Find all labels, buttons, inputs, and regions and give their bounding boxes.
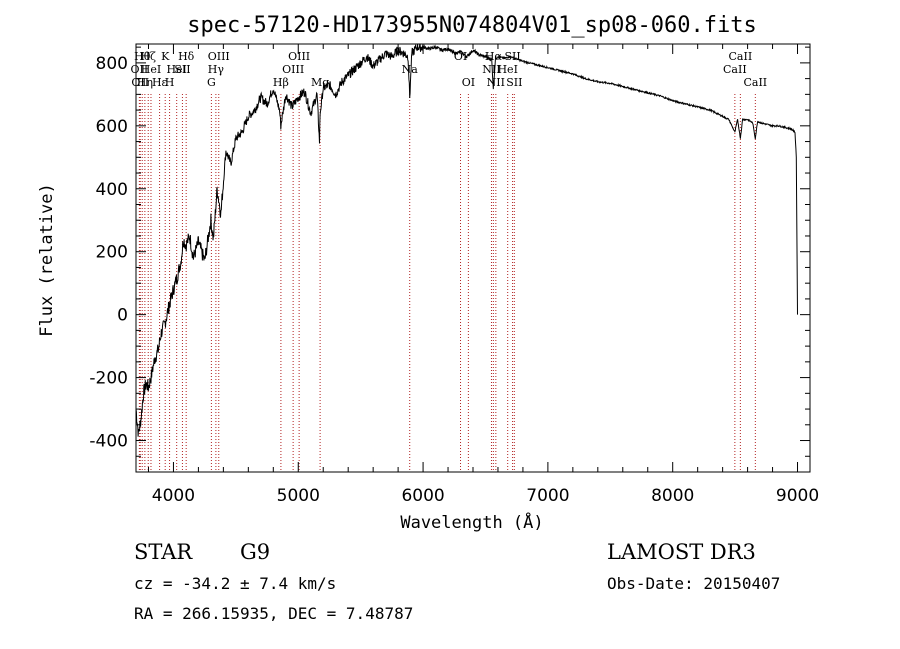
line-marker-label: CaII <box>743 76 767 89</box>
y-tick-label: 400 <box>96 180 128 200</box>
line-marker-label: SII <box>506 76 522 89</box>
line-marker-label: OIII <box>208 50 230 63</box>
line-marker-label: H <box>165 76 175 89</box>
line-markers <box>138 94 756 472</box>
object-class: STAR <box>134 540 193 564</box>
line-marker-label: Hθ <box>134 50 151 63</box>
spectrum-line <box>135 43 798 437</box>
line-marker-label: Hβ <box>273 76 289 89</box>
y-tick-label: 600 <box>96 117 128 137</box>
x-axis-label: Wavelength (Å) <box>400 511 543 533</box>
line-marker-label: SII <box>174 63 190 76</box>
x-tick-label: 9000 <box>776 486 819 506</box>
line-marker-label: HeI <box>497 63 517 76</box>
line-marker-label: Hζ <box>140 50 156 63</box>
line-marker-label: HeI <box>141 63 161 76</box>
line-marker-label: OI <box>462 76 475 89</box>
line-marker-label: G <box>207 76 216 89</box>
line-marker-label: Hε <box>152 76 168 89</box>
observation-date: Obs-Date: 20150407 <box>607 574 781 593</box>
y-tick-label: 200 <box>96 243 128 263</box>
x-tick-label: 4000 <box>152 486 195 506</box>
survey-name: LAMOST DR3 <box>607 540 756 564</box>
object-subclass: G9 <box>240 540 271 564</box>
redshift-velocity: cz = -34.2 ± 7.4 km/s <box>134 574 337 593</box>
y-tick-label: 800 <box>96 54 128 74</box>
line-marker-label: CaII <box>729 50 753 63</box>
line-marker-label: OII <box>131 63 149 76</box>
line-marker-labels: OIIOIIHθHηHζHeIHεKHHeISIIHδGHγOIIIHβOIII… <box>131 50 768 89</box>
y-axis-label: Flux (relative) <box>37 183 57 337</box>
line-marker-label: NII <box>482 63 500 76</box>
x-tick-label: 7000 <box>526 486 569 506</box>
y-tick-label: -400 <box>89 432 128 452</box>
line-marker-label: OIII <box>282 63 304 76</box>
coordinates: RA = 266.15935, DEC = 7.48787 <box>134 604 414 623</box>
line-marker-label: SII <box>504 50 520 63</box>
y-tick-label: 0 <box>117 306 128 326</box>
plot-frame <box>135 43 811 473</box>
x-tick-label: 6000 <box>401 486 444 506</box>
line-marker-label: Hδ <box>178 50 195 63</box>
y-tick-label: -200 <box>89 369 128 389</box>
line-marker-label: OIII <box>288 50 310 63</box>
chart-title: spec-57120-HD173955N074804V01_sp08-060.f… <box>187 13 757 38</box>
line-marker-label: HeI <box>166 63 186 76</box>
line-marker-label: Na <box>402 63 419 76</box>
line-marker-label: K <box>161 50 170 63</box>
line-marker-label: NII <box>487 76 505 89</box>
y-axis: -400 -200 0 200 400 600 800 <box>89 46 810 473</box>
x-tick-label: 8000 <box>651 486 694 506</box>
line-marker-label: Hγ <box>208 63 225 76</box>
line-marker-label: Hη <box>137 76 153 89</box>
line-marker-label: CaII <box>723 63 747 76</box>
x-tick-label: 5000 <box>277 486 320 506</box>
x-axis: 4000 5000 6000 7000 8000 9000 <box>147 44 819 506</box>
